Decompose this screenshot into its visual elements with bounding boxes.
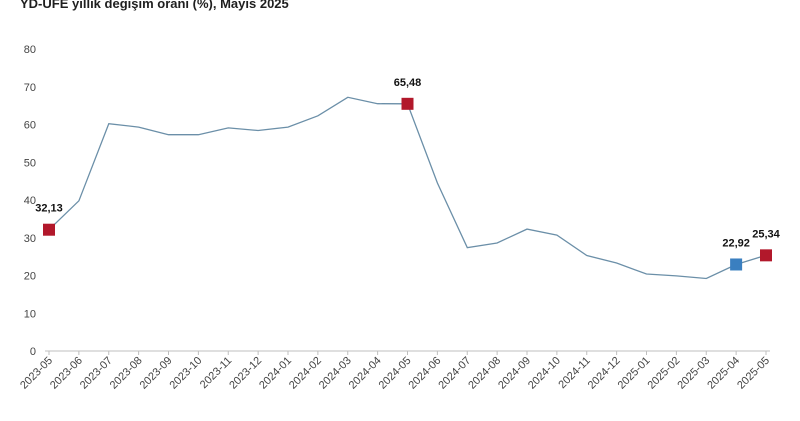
- highlight-marker: [401, 97, 414, 110]
- y-tick-label: 20: [24, 271, 36, 283]
- highlight-marker: [730, 258, 743, 271]
- x-axis: 2023-052023-062023-072023-082023-092023-…: [18, 351, 772, 392]
- y-tick-label: 80: [24, 44, 36, 56]
- data-label: 25,34: [752, 228, 780, 240]
- series-line: [48, 96, 767, 280]
- chart-title: YD-ÜFE yıllık değişim oranı (%), Mayıs 2…: [20, 0, 289, 11]
- y-tick-label: 0: [30, 346, 36, 358]
- y-axis: 0 10 20 30 40 50 60 70 80: [24, 44, 36, 358]
- y-tick-label: 50: [24, 157, 36, 169]
- x-tick-label: 2024-10: [526, 355, 563, 392]
- highlight-markers: [43, 97, 772, 271]
- data-label: 32,13: [35, 203, 63, 215]
- data-label: 65,48: [394, 77, 422, 89]
- y-tick-label: 60: [24, 120, 36, 132]
- highlight-marker: [760, 249, 772, 262]
- data-label: 22,92: [722, 237, 750, 249]
- x-tick-label: 2023-10: [167, 355, 204, 392]
- x-tick-label: 2025-05: [735, 355, 772, 392]
- y-tick-label: 40: [24, 195, 36, 207]
- y-tick-label: 10: [24, 308, 36, 320]
- y-tick-label: 70: [24, 82, 36, 94]
- highlight-marker: [43, 223, 55, 236]
- y-tick-label: 30: [24, 233, 36, 245]
